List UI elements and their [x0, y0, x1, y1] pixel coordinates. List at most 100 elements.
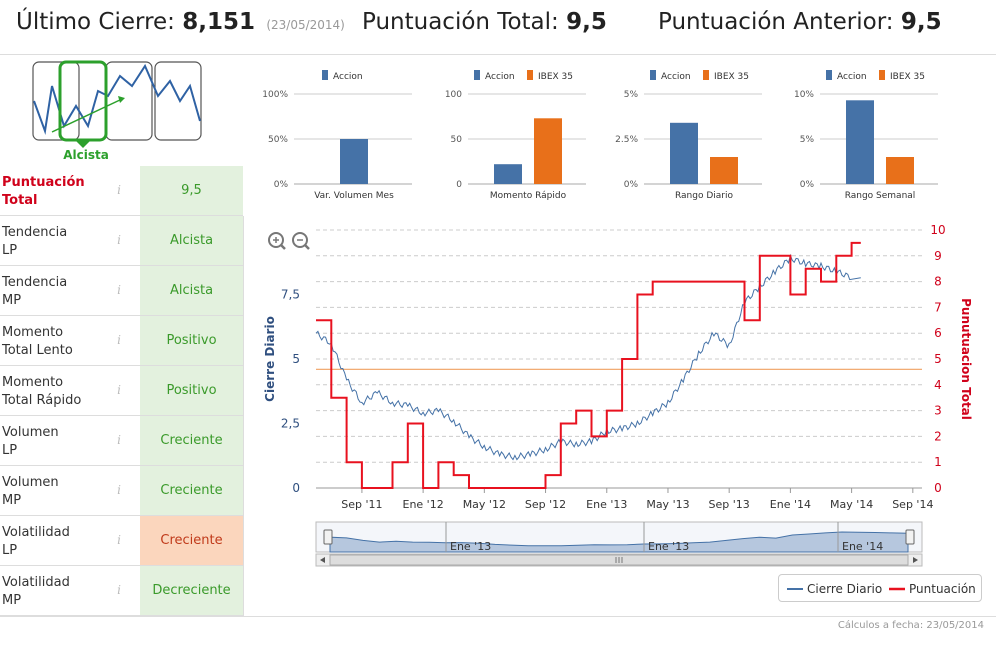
previous-score-value: 9,5	[900, 9, 942, 35]
scroll-right-icon[interactable]	[913, 557, 918, 563]
right-tick-label: 6	[934, 326, 942, 340]
bar[interactable]	[710, 157, 738, 184]
indicator-label-line2: Total Lento	[2, 343, 73, 358]
zoom-out-icon[interactable]	[292, 232, 310, 250]
info-icon[interactable]: i	[117, 583, 121, 597]
x-tick-label: May '14	[830, 498, 873, 511]
trend-indicator: Alcista	[0, 56, 243, 166]
y-tick-label: 0%	[800, 180, 815, 190]
navigator-tick-label: Ene '14	[842, 540, 883, 553]
info-icon[interactable]: i	[117, 283, 121, 297]
total-score-label: Puntuación Total:	[362, 9, 559, 35]
legend-label[interactable]: Accion	[485, 72, 515, 82]
info-icon[interactable]: i	[117, 533, 121, 547]
legend-cierre-label[interactable]: Cierre Diario	[807, 582, 882, 596]
indicator-row: Puntuación Total i 9,5	[0, 166, 243, 216]
info-icon[interactable]: i	[117, 233, 121, 247]
trend-icon: Alcista	[32, 60, 202, 162]
x-tick-label: Sep '11	[341, 498, 382, 511]
indicator-label-line2: MP	[2, 293, 22, 308]
indicator-label-line1: Puntuación	[2, 175, 85, 190]
series-puntuacion-line[interactable]	[316, 241, 861, 489]
info-icon[interactable]: i	[117, 483, 121, 497]
legend-swatch	[650, 70, 656, 80]
left-tick-label: 5	[292, 352, 300, 366]
indicator-value: 9,5	[140, 166, 243, 215]
indicator-label-line2: Total	[2, 193, 38, 208]
y-tick-label: 0%	[624, 180, 639, 190]
bar[interactable]	[494, 164, 522, 184]
indicator-row: Volatilidad MP i Decreciente	[0, 566, 243, 616]
indicator-label-line2: MP	[2, 493, 22, 508]
indicators-panel: Alcista Puntuación Total i 9,5 Tendencia LP i A…	[0, 56, 243, 616]
indicator-label: Tendencia MP	[2, 274, 107, 310]
navigator-handle[interactable]	[905, 529, 915, 545]
navigator-handle[interactable]	[323, 529, 333, 545]
series-cierre-line[interactable]	[315, 253, 861, 461]
summary-header: Último Cierre: 8,151 (23/05/2014) Puntua…	[0, 0, 996, 55]
navigator-tick-label: Ene '13	[648, 540, 689, 553]
total-score-value: 9,5	[566, 9, 607, 35]
legend-label[interactable]: IBEX 35	[890, 72, 925, 82]
left-tick-label: 7,5	[281, 288, 300, 302]
x-tick-label: Sep '13	[709, 498, 750, 511]
legend-label[interactable]: Accion	[333, 72, 363, 82]
legend-swatch	[879, 70, 885, 80]
right-axis-title: Punutuacion Total	[959, 298, 973, 420]
last-close-label: Último Cierre:	[16, 9, 175, 35]
info-icon[interactable]: i	[117, 183, 121, 197]
indicator-label-line1: Momento	[2, 325, 64, 340]
indicator-label: Puntuación Total	[2, 174, 107, 210]
indicator-row: Volatilidad LP i Creciente	[0, 516, 243, 566]
indicator-value: Alcista	[140, 266, 243, 315]
y-tick-label: 100	[445, 90, 462, 100]
indicator-label: Volumen MP	[2, 474, 107, 510]
bar[interactable]	[886, 157, 914, 184]
right-tick-label: 1	[934, 455, 942, 469]
bar[interactable]	[534, 118, 562, 184]
y-tick-label: 2.5%	[615, 135, 638, 145]
legend-swatch	[474, 70, 480, 80]
chart-title: Rango Diario	[675, 191, 734, 201]
indicator-row: Volumen MP i Creciente	[0, 466, 243, 516]
legend-swatch	[322, 70, 328, 80]
range-navigator[interactable]: Ene '13 Ene '13 Ene '14	[315, 521, 923, 553]
legend-puntuacion-label[interactable]: Puntuación	[909, 582, 976, 596]
legend-label[interactable]: IBEX 35	[714, 72, 749, 82]
mini-bar-chart: Accion IBEX 35 100 50 0 Momento Rápido	[445, 70, 586, 201]
indicator-label: Volatilidad LP	[2, 524, 107, 560]
bar[interactable]	[340, 139, 368, 184]
indicator-value: Creciente	[140, 416, 243, 465]
bar[interactable]	[846, 100, 874, 184]
chart-title: Var. Volumen Mes	[314, 191, 394, 201]
indicator-label: Volumen LP	[2, 424, 107, 460]
right-tick-label: 10	[930, 223, 945, 237]
indicator-row: Momento Total Lento i Positivo	[0, 316, 243, 366]
info-icon[interactable]: i	[117, 433, 121, 447]
main-chart-legend: Cierre Diario Puntuación	[778, 574, 982, 602]
indicator-value: Positivo	[140, 316, 243, 365]
indicator-row: Tendencia MP i Alcista	[0, 266, 243, 316]
y-tick-label: 50%	[268, 135, 288, 145]
x-tick-label: May '13	[646, 498, 689, 511]
legend-label[interactable]: Accion	[837, 72, 867, 82]
indicator-label: Tendencia LP	[2, 224, 107, 260]
calculation-date: Cálculos a fecha: 23/05/2014	[837, 620, 984, 631]
last-close-date: (23/05/2014)	[266, 18, 345, 32]
y-tick-label: 5%	[624, 90, 639, 100]
legend-label[interactable]: IBEX 35	[538, 72, 573, 82]
bar[interactable]	[670, 122, 698, 184]
indicator-label-line2: MP	[2, 593, 22, 608]
scroll-left-icon[interactable]	[320, 557, 325, 563]
indicator-label-line1: Tendencia	[2, 275, 68, 290]
indicator-value: Creciente	[140, 466, 243, 515]
mini-bar-chart: Accion 100% 50% 0% Var. Volumen Mes	[262, 70, 412, 201]
info-icon[interactable]: i	[117, 383, 121, 397]
zoom-in-icon[interactable]	[268, 232, 286, 250]
mini-bar-chart: Accion IBEX 35 10% 5% 0% Rango Semanal	[794, 70, 938, 201]
info-icon[interactable]: i	[117, 333, 121, 347]
right-tick-label: 5	[934, 352, 942, 366]
panel-divider	[243, 216, 244, 616]
legend-label[interactable]: Accion	[661, 72, 691, 82]
